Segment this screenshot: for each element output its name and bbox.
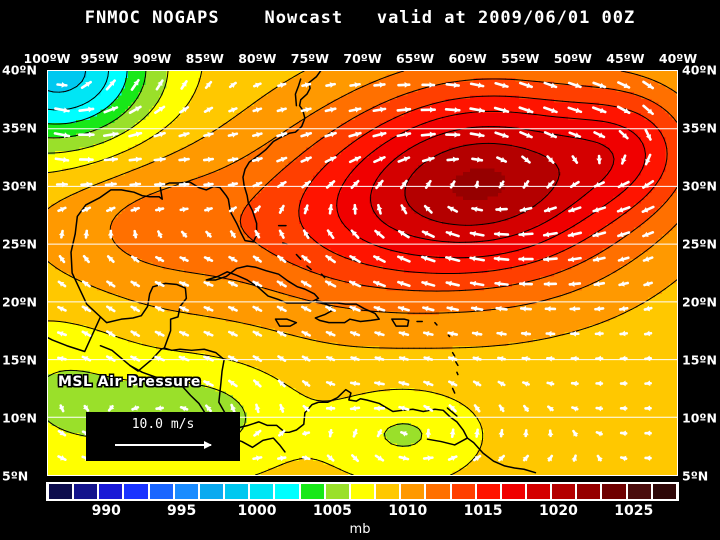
colorbar-swatch [425,484,451,499]
latitude-tick-label: 35ºN [2,121,37,136]
latitude-tick-label: 15ºN [2,353,37,368]
longitude-tick-label: 100ºW [24,51,71,66]
latitude-tick-label: 10ºN [682,411,717,426]
colorbar-tick-label: 990 [92,503,121,519]
latitude-tick-label: 30ºN [2,179,37,194]
coastlines [48,71,537,474]
colorbar-swatch [198,484,225,499]
latitude-tick-label: 40ºN [2,63,37,78]
colorbar-swatch [98,484,124,499]
latitude-tick-label: 35ºN [682,121,717,136]
colorbar-swatch [274,484,300,499]
colorbar-swatch [299,484,325,499]
latitude-tick-label: 15ºN [682,353,717,368]
colorbar-swatch [224,484,250,499]
longitude-tick-label: 50ºW [554,51,592,66]
latitude-tick-label: 30ºN [682,179,717,194]
colorbar-swatch [475,484,501,499]
longitude-tick-label: 70ºW [343,51,381,66]
latitude-tick-label: 25ºN [2,237,37,252]
colorbar-swatch [173,484,199,499]
wind-scale-label: 10.0 m/s [87,417,239,432]
colorbar-swatch [349,484,376,499]
colorbar-swatch [500,484,526,499]
longitude-tick-label: 40ºW [659,51,697,66]
longitude-tick-label: 95ºW [80,51,118,66]
colorbar-swatch [450,484,476,499]
map-plot-area[interactable]: MSL Air Pressure 10.0 m/s [47,70,678,476]
latitude-tick-label: 40ºN [682,63,717,78]
wind-scale-legend: 10.0 m/s [86,412,240,461]
colorbar-swatch [626,484,652,499]
colorbar-swatch [73,484,99,499]
colorbar-tick-label: 1005 [313,503,352,519]
colorbar-swatch [400,484,426,499]
latitude-tick-label: 20ºN [682,295,717,310]
colorbar-swatch [551,484,577,499]
colorbar-tick-label: 995 [167,503,196,519]
colorbar-swatch [601,484,627,499]
map-canvas [48,71,677,475]
colorbar-tick-label: 1020 [539,503,578,519]
longitude-tick-label: 90ºW [133,51,171,66]
colorbar-swatch [375,484,401,499]
latitude-tick-label: 25ºN [682,237,717,252]
latitude-tick-label: 10ºN [2,411,37,426]
colorbar-tick-label: 1025 [614,503,653,519]
colorbar-tick-label: 1000 [238,503,277,519]
colorbar-swatch [651,484,677,499]
wind-vectors [53,78,655,463]
pressure-field [48,71,677,475]
latitude-tick-label: 5ºN [682,469,708,484]
longitude-tick-label: 75ºW [291,51,329,66]
colorbar-unit-label: mb [0,522,720,537]
colorbar-swatch [148,484,174,499]
longitude-tick-label: 45ºW [606,51,644,66]
colorbar-swatch [123,484,149,499]
longitude-tick-label: 85ºW [186,51,224,66]
arrow-right-icon [115,441,212,449]
colorbar-swatch [576,484,602,499]
latitude-tick-label: 5ºN [2,469,28,484]
colorbar-tick-label: 1010 [388,503,427,519]
colorbar-swatch [48,484,74,499]
pressure-colorbar[interactable] [46,482,679,501]
longitude-tick-label: 65ºW [396,51,434,66]
colorbar-swatch [525,484,552,499]
longitude-tick-label: 60ºW [449,51,487,66]
longitude-tick-label: 80ºW [238,51,276,66]
colorbar-tick-label: 1015 [464,503,503,519]
figure-title: FNMOC NOGAPS Nowcast valid at 2009/06/01… [0,8,720,28]
colorbar-swatch [324,484,350,499]
colorbar-swatch [249,484,275,499]
longitude-tick-label: 55ºW [501,51,539,66]
field-label: MSL Air Pressure [58,374,201,390]
longitude-axis-top: 100ºW 95ºW 90ºW 85ºW 80ºW 75ºW 70ºW 65ºW 60ºW 55º… [0,51,720,67]
latitude-tick-label: 20ºN [2,295,37,310]
